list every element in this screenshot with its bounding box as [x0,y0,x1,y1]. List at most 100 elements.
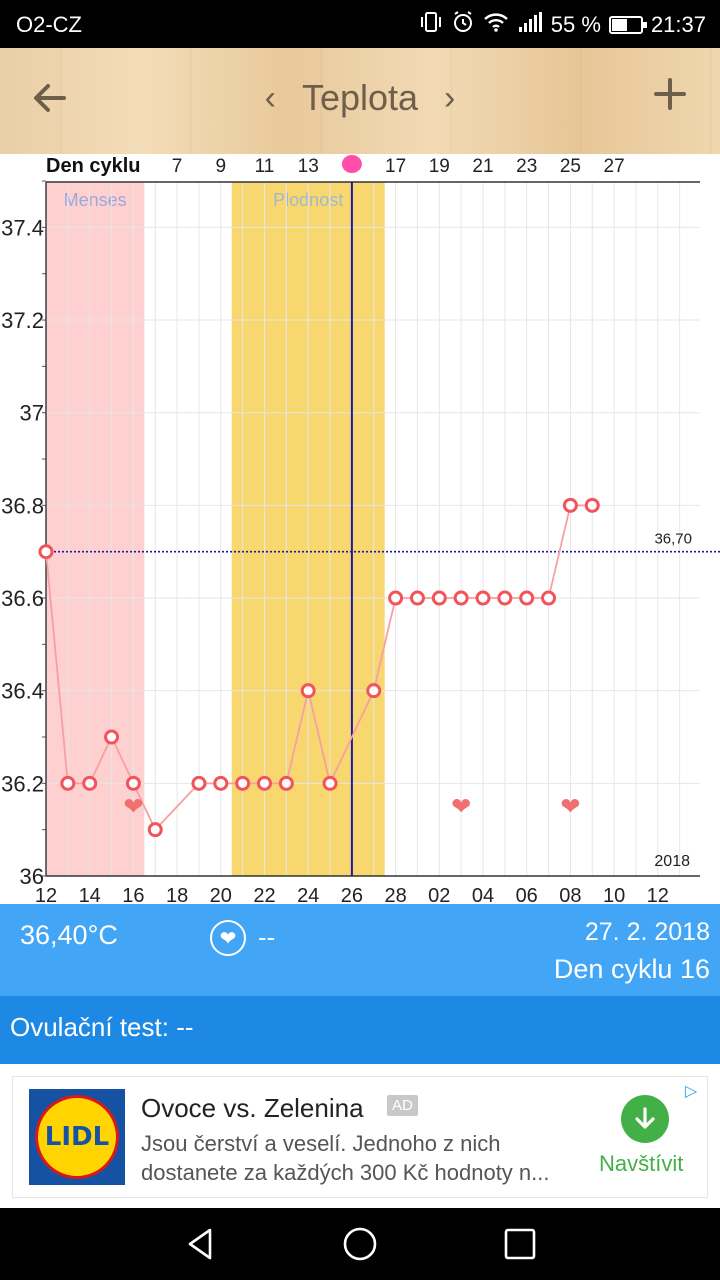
temperature-point [366,683,382,699]
x-tick-label: 04 [472,885,494,904]
temperature-point [322,775,338,791]
region-label-menses: Menses [64,190,127,210]
cycle-day: Den cyklu 16 [553,954,710,984]
clock: 21:37 [650,12,706,37]
y-tick-label: 37.4 [1,215,44,240]
coverline-label: 36,70 [654,531,692,548]
triangle-back-icon[interactable] [182,1226,218,1262]
temperature-point [125,775,141,791]
status-icons: 55 % 21:37 [419,10,706,40]
vibrate-icon [419,11,443,39]
x-tick-label: 10 [603,885,625,904]
temperature-point [60,775,76,791]
ovulation-test-label: Ovulační test: -- [10,1012,194,1042]
temperature-point [213,775,229,791]
top-tick-label: 21 [472,156,493,177]
ad-badge: AD [387,1095,418,1116]
page-title: Teplota [301,77,419,118]
top-tick-label: 7 [172,156,183,177]
y-tick-label: 37.2 [1,308,44,333]
x-tick-label: 24 [297,885,319,904]
x-tick-label: 18 [166,885,188,904]
top-tick-label: 23 [516,156,537,177]
temperature-point [278,775,294,791]
temperature-point [191,775,207,791]
top-tick-label: 25 [560,156,581,177]
heart-icon: ❤ [210,920,246,956]
temperature-point [388,590,404,606]
temperature-point [104,729,120,745]
day-info-bar: 36,40°C ❤ -- 27. 2. 2018 Den cyklu 16 [0,904,720,996]
x-tick-label: 20 [210,885,232,904]
y-tick-label: 36.2 [1,771,44,796]
y-tick-label: 36.8 [1,493,44,518]
top-tick-label: 17 [385,156,406,177]
system-nav-bar [0,1208,720,1280]
temperature-chart[interactable]: Menses Plodnost 37.4 37.2 37 36.8 36.6 36.4 36.2… [0,154,720,904]
battery-icon [608,16,647,34]
back-arrow-icon[interactable] [30,78,70,118]
temperature-value: 36,40°C [20,920,118,950]
region-menses [46,182,145,876]
temperature-point [257,775,272,791]
adchoices-icon[interactable]: ▷ [684,1083,698,1100]
temperature-point [431,590,447,606]
temperature-point [497,590,513,606]
lidl-logo: LIDL [29,1089,125,1185]
top-tick-label: 27 [604,156,625,177]
ad-banner[interactable]: LIDL Ovoce vs. Zelenina AD Jsou čerství … [12,1076,708,1198]
temperature-point [147,822,163,838]
wood-texture [0,48,720,154]
temperature-point [38,544,54,560]
x-tick-label: 12 [35,885,57,904]
battery-fill [611,19,628,31]
temperature-point [235,775,251,791]
x-tick-label: 12 [647,885,669,904]
title-switcher: ‹ Teplota › [240,76,480,120]
x-tick-label: 02 [428,885,450,904]
x-tick-label: 16 [122,885,144,904]
top-tick-label: 19 [429,156,450,177]
temperature-point [82,775,98,791]
plus-icon[interactable] [650,74,690,114]
x-tick-label: 22 [253,885,275,904]
ad-cta-button[interactable]: Navštívit [599,1151,684,1176]
ad-description: Jsou čerství a veselí. Jednoho z nich do… [141,1131,550,1185]
status-bar: O2-CZ 55 % 21:37 [0,0,720,48]
ovulation-test-bar[interactable]: Ovulační test: -- [0,996,720,1064]
top-tick-label: 9 [216,156,227,177]
y-tick-label: 36.4 [1,679,44,704]
temperature-point [562,497,578,513]
chevron-right-icon[interactable]: › [444,78,456,117]
chevron-left-icon[interactable]: ‹ [264,78,276,117]
temperature-point [519,590,535,606]
temperature-point [541,590,557,606]
selected-date: 27. 2. 2018 [584,918,710,946]
top-axis-label: Den cyklu [46,155,140,177]
temperature-point [584,497,600,513]
y-tick-label: 36 [20,864,44,889]
temperature-chart-svg[interactable]: Menses Plodnost37.437.23736.836.636.436.2… [0,154,720,904]
temperature-point [409,590,425,606]
y-tick-label: 37 [20,401,44,426]
ad-headline[interactable]: Ovoce vs. Zelenina [141,1093,364,1123]
y-tick-label: 36.6 [1,586,44,611]
intercourse-value: -- [258,922,276,952]
temperature-point [300,683,316,699]
alarm-icon [451,10,475,40]
wifi-icon [483,11,509,39]
square-recents-icon[interactable] [502,1226,538,1262]
heart-icon: ❤ [451,793,471,821]
download-arrow-icon[interactable] [621,1095,669,1143]
circle-home-icon[interactable] [342,1226,378,1262]
x-tick-label: 06 [516,885,538,904]
carrier-name: O2-CZ [16,12,82,37]
heart-icon: ❤ [560,793,580,821]
temperature-point [453,590,469,606]
x-tick-label: 28 [384,885,406,904]
app-bar: ‹ Teplota › [0,48,720,154]
heart-icon: ❤ [123,793,143,821]
lidl-logo-text: LIDL [44,1122,110,1152]
lidl-logo-circle: LIDL [35,1095,119,1179]
battery-percent: 55 % [550,12,601,37]
